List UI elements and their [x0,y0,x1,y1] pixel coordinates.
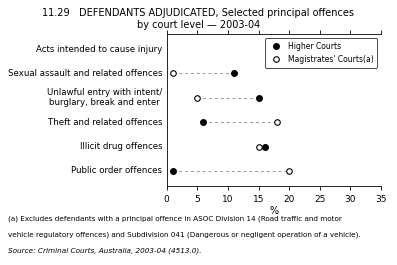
Text: Unlawful entry with intent/
burglary, break and enter: Unlawful entry with intent/ burglary, br… [47,88,162,108]
Text: Sexual assault and related offences: Sexual assault and related offences [8,69,162,78]
Text: vehicle regulatory offences) and Subdivision 041 (Dangerous or negligent operati: vehicle regulatory offences) and Subdivi… [8,232,360,238]
Text: Public order offences: Public order offences [71,166,162,175]
Legend: Higher Courts, Magistrates' Courts(a): Higher Courts, Magistrates' Courts(a) [265,38,377,68]
Text: Theft and related offences: Theft and related offences [48,118,162,127]
Text: Acts intended to cause injury: Acts intended to cause injury [36,45,162,54]
Text: Source: Criminal Courts, Australia, 2003-04 (4513.0).: Source: Criminal Courts, Australia, 2003… [8,248,201,254]
Text: 11.29   DEFENDANTS ADJUDICATED, Selected principal offences
by court level — 200: 11.29 DEFENDANTS ADJUDICATED, Selected p… [42,8,355,30]
Text: (a) Excludes defendants with a principal offence in ASOC Division 14 (Road traff: (a) Excludes defendants with a principal… [8,216,342,223]
X-axis label: %: % [270,206,278,216]
Text: Illicit drug offences: Illicit drug offences [80,142,162,151]
